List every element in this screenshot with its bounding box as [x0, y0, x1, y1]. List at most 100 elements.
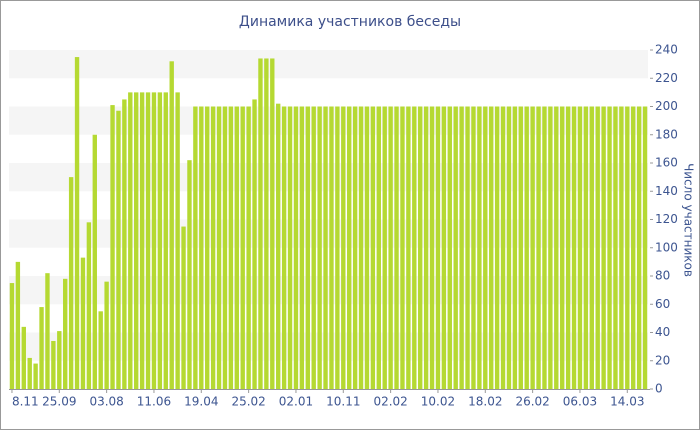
bar: [571, 106, 577, 389]
bar: [459, 106, 464, 389]
bar: [435, 106, 441, 389]
bar: [92, 134, 97, 389]
bar: [234, 106, 239, 389]
bar: [15, 261, 21, 389]
bar: [305, 106, 310, 389]
bar: [270, 58, 275, 389]
bar: [329, 106, 334, 389]
x-tick-label: 25.02: [231, 395, 265, 409]
grid-band: [9, 50, 648, 79]
bar: [199, 106, 204, 389]
bar: [583, 106, 589, 389]
bar: [287, 106, 293, 389]
bar: [68, 177, 74, 389]
bar: [352, 106, 358, 389]
x-tick-label: 8.11: [12, 395, 39, 409]
x-tick-label: 14.03: [610, 395, 644, 409]
grid-band: [9, 332, 648, 361]
bar: [169, 61, 174, 390]
bar: [163, 92, 168, 389]
bar: [453, 106, 458, 389]
y-tick-label: 180: [655, 127, 678, 141]
y-tick-label: 140: [655, 184, 678, 198]
x-tick-label: 18.02: [468, 395, 502, 409]
bar: [33, 363, 38, 389]
bar: [128, 92, 133, 389]
y-tick-label: 200: [655, 99, 678, 113]
bar: [542, 106, 547, 389]
bar: [216, 106, 222, 389]
bar: [323, 106, 328, 389]
bar: [636, 106, 642, 389]
y-tick-label: 20: [655, 353, 670, 367]
bar: [110, 105, 115, 390]
bar: [187, 160, 192, 389]
bar: [157, 92, 163, 389]
bar: [45, 273, 50, 389]
x-tick-label: 19.04: [184, 395, 218, 409]
bar: [471, 106, 476, 389]
y-tick-label: 240: [655, 43, 678, 57]
bar: [139, 92, 145, 389]
bar: [252, 99, 257, 389]
bar: [80, 257, 86, 389]
x-tick-label: 11.06: [137, 395, 171, 409]
bar: [98, 311, 103, 389]
bar: [477, 106, 482, 389]
bar: [518, 106, 523, 389]
grid-band: [9, 276, 648, 305]
bar: [258, 58, 263, 389]
y-tick-label: 100: [655, 240, 678, 254]
y-tick-label: 220: [655, 71, 678, 85]
bar: [412, 106, 417, 389]
bar: [601, 106, 606, 389]
bar: [246, 106, 251, 389]
x-tick-label: 10.02: [421, 395, 455, 409]
bar: [86, 222, 92, 389]
bar: [577, 106, 583, 389]
bar: [205, 106, 210, 389]
bar: [51, 340, 56, 389]
bar: [536, 106, 541, 389]
bar: [423, 106, 429, 389]
bar: [222, 106, 228, 389]
bar: [394, 106, 399, 389]
bar: [625, 106, 630, 389]
bar: [347, 106, 352, 389]
y-tick-label: 0: [655, 382, 663, 396]
bar: [512, 106, 518, 389]
bar: [293, 106, 299, 389]
bar: [116, 110, 121, 390]
bar: [134, 92, 139, 389]
bar: [524, 106, 529, 389]
bar: [370, 106, 376, 389]
bar: [281, 106, 287, 389]
bar: [264, 58, 269, 389]
grid-band: [9, 163, 648, 192]
bar: [619, 106, 624, 389]
bar: [565, 106, 571, 389]
bar: [631, 106, 636, 389]
bar: [388, 106, 393, 389]
grid-band: [9, 219, 648, 248]
bar: [500, 106, 506, 389]
bar: [193, 106, 198, 389]
bar: [494, 106, 500, 389]
x-tick-label: 02.02: [373, 395, 407, 409]
bar: [607, 106, 612, 389]
bar: [240, 106, 245, 389]
bar: [429, 106, 435, 389]
bar: [276, 103, 281, 390]
y-tick-label: 60: [655, 297, 670, 311]
bar: [554, 106, 559, 389]
bar: [63, 278, 68, 389]
bar: [358, 106, 364, 389]
bar: [175, 92, 180, 389]
bar: [210, 106, 216, 389]
y-tick-label: 80: [655, 269, 670, 283]
bar: [299, 106, 305, 389]
bar: [151, 92, 157, 389]
bar: [57, 331, 62, 389]
bar: [489, 106, 494, 389]
